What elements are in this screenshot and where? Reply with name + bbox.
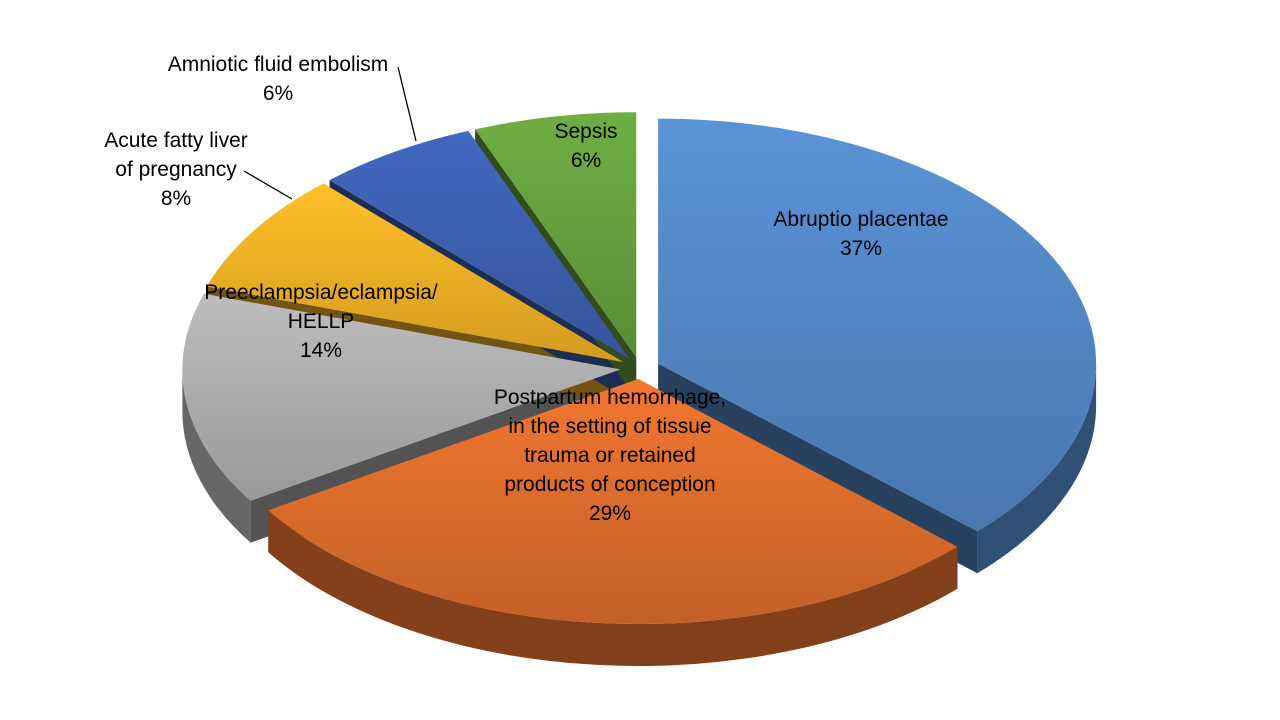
- slice-label-line: HELLP: [287, 310, 355, 333]
- slice-label-line: in the setting of tissue: [508, 415, 712, 438]
- slice-label-0: Abruptio placentae 37%: [773, 205, 948, 263]
- slice-label-line: Postpartum hemorrhage,: [493, 386, 727, 409]
- slice-label-line: 29%: [588, 502, 632, 525]
- slice-label-2: Preeclampsia/eclampsia/HELLP 14%: [204, 278, 437, 365]
- slice-label-4: Amniotic fluid embolism 6%: [168, 50, 389, 108]
- slice-label-line: 6%: [570, 149, 602, 172]
- pie-slice-rim: [268, 510, 958, 666]
- pie-slice-rim: [977, 363, 1097, 574]
- pie-slice-rim: [182, 369, 251, 543]
- slice-label-line: 8%: [160, 187, 192, 210]
- slice-label-5: Sepsis 6%: [554, 117, 617, 175]
- label-leader-line: [397, 66, 417, 142]
- slice-label-line: of pregnancy: [115, 158, 237, 181]
- pie-slice-3: [206, 183, 624, 363]
- slice-label-line: 14%: [299, 339, 343, 362]
- slice-label-line: trauma or retained: [524, 444, 696, 467]
- slice-label-line: 37%: [839, 237, 883, 260]
- pie-slice-2: [182, 293, 621, 501]
- pie-slice-5: [475, 112, 637, 358]
- slice-label-line: products of conception: [504, 473, 716, 496]
- slice-label-1: Postpartum hemorrhage, in the setting of …: [494, 383, 726, 528]
- slice-label-line: Sepsis: [554, 120, 618, 143]
- slice-label-line: Abruptio placentae: [773, 208, 949, 231]
- slice-label-3: Acute fatty liver of pregnancy 8%: [104, 126, 248, 213]
- pie-slice-4: [329, 130, 630, 359]
- pie-slice-1: [268, 379, 958, 624]
- label-leader-line: [243, 170, 293, 200]
- slice-label-line: Amniotic fluid embolism: [167, 53, 389, 76]
- slice-label-line: 6%: [262, 82, 294, 105]
- slice-label-line: Preeclampsia/eclampsia/: [204, 281, 438, 304]
- pie-slice-0: [658, 118, 1097, 532]
- slice-label-line: Acute fatty liver: [104, 129, 248, 152]
